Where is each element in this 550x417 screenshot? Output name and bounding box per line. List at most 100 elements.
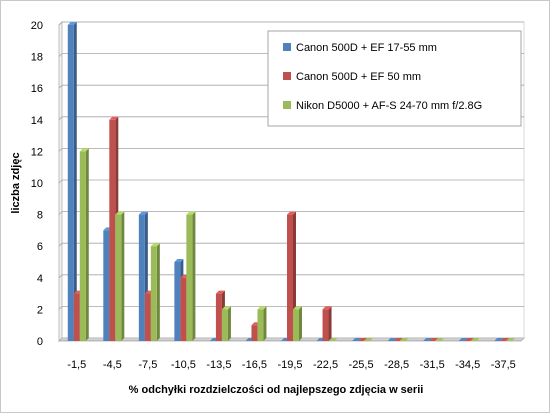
x-tick-label: -10,5	[171, 359, 196, 371]
bar	[399, 338, 409, 341]
bar	[67, 22, 77, 341]
bar	[293, 306, 302, 341]
x-tick-label: -31,5	[420, 359, 445, 371]
x-tick-label: -37,5	[491, 359, 516, 371]
bar-top	[115, 211, 125, 215]
y-tick-label: 18	[31, 52, 43, 64]
bar-side	[121, 211, 125, 341]
bar-top	[186, 211, 196, 215]
bar-front	[109, 119, 116, 341]
bar	[186, 211, 196, 341]
bar-front	[115, 214, 122, 341]
bar	[470, 338, 480, 341]
bar-front	[251, 325, 258, 341]
bar-top	[138, 211, 148, 215]
bar	[506, 338, 516, 341]
y-tick-label: 12	[31, 146, 43, 158]
x-tick-label: -19,5	[277, 359, 302, 371]
bar-top	[109, 116, 119, 120]
legend-box	[267, 30, 522, 127]
bar-side	[328, 306, 332, 341]
bar-front	[174, 262, 181, 341]
bar-top	[293, 306, 302, 310]
bar	[79, 148, 89, 341]
bar-top	[67, 22, 77, 25]
y-axis-title: liczba zdjęc	[10, 152, 22, 213]
bar-top	[257, 306, 267, 310]
bar-zero	[435, 338, 445, 341]
bar-side	[192, 211, 196, 341]
bar-top	[215, 290, 225, 294]
bar	[257, 306, 267, 341]
bar-top	[79, 148, 89, 152]
bar-front	[150, 246, 157, 341]
x-tick-label: -1,5	[67, 359, 86, 371]
gridline-side	[58, 211, 63, 215]
bar-front	[180, 277, 187, 341]
bar-front	[138, 214, 145, 341]
bar	[364, 338, 374, 341]
gridline-side	[58, 116, 63, 121]
gridline-side	[58, 242, 63, 247]
legend-swatch-series-3	[283, 101, 291, 109]
bar-front	[144, 293, 151, 341]
y-tick-label: 0	[37, 336, 43, 348]
bar-front	[79, 151, 86, 341]
x-tick-label: -13,5	[206, 359, 231, 371]
bar-side	[227, 306, 231, 341]
gridline-side	[58, 21, 63, 26]
bar-top	[150, 243, 160, 247]
bar-front	[73, 293, 80, 341]
bar	[150, 243, 160, 341]
bar-side	[73, 22, 77, 341]
legend-label-series-2: Canon 500D + EF 50 mm	[296, 71, 421, 83]
bar-front	[103, 230, 110, 341]
y-tick-label: 20	[31, 20, 43, 32]
bars	[67, 22, 516, 341]
legend-swatch-series-2	[283, 72, 291, 80]
bar-zero	[328, 338, 338, 341]
y-tick-label: 16	[31, 83, 43, 95]
y-tick-label: 4	[37, 273, 43, 285]
bar-side	[263, 306, 267, 341]
bar-front	[221, 309, 228, 341]
bar	[328, 338, 338, 341]
bar	[435, 338, 445, 341]
bar	[221, 306, 231, 341]
bar-zero	[364, 338, 374, 341]
bar-front	[293, 309, 299, 341]
x-tick-label: -25,5	[349, 359, 374, 371]
bar-top	[174, 259, 184, 262]
x-tick-label: -34,5	[455, 359, 480, 371]
bar-front	[287, 214, 293, 341]
bar-side	[85, 148, 89, 341]
legend: Canon 500D + EF 17-55 mm Canon 500D + EF…	[267, 30, 522, 127]
x-tick-label: -16,5	[242, 359, 267, 371]
legend-label-series-3: Nikon D5000 + AF-S 24-70 mm f/2.8G	[296, 100, 482, 112]
y-tick-label: 14	[31, 115, 43, 127]
bar-side	[156, 243, 160, 341]
x-tick-label: -28,5	[384, 359, 409, 371]
gridline-side	[58, 84, 63, 89]
bar	[322, 306, 332, 341]
bar-top	[287, 211, 296, 215]
y-tick-label: 2	[37, 304, 43, 316]
gridline-side	[58, 274, 63, 279]
y-tick-label: 10	[31, 178, 43, 190]
bar-front	[186, 214, 193, 341]
bar-front	[322, 309, 329, 341]
gridline-side	[58, 53, 63, 57]
legend-swatch-series-1	[283, 43, 291, 51]
gridline-side	[58, 306, 63, 310]
gridline-side	[58, 179, 63, 184]
bar-top	[322, 306, 332, 310]
bar-zero	[506, 338, 516, 341]
bar-top	[221, 306, 231, 310]
bar-front	[215, 293, 222, 341]
bar-zero	[399, 338, 409, 341]
bar-front	[67, 25, 74, 341]
bar	[115, 211, 125, 341]
gridline-side	[58, 148, 63, 152]
